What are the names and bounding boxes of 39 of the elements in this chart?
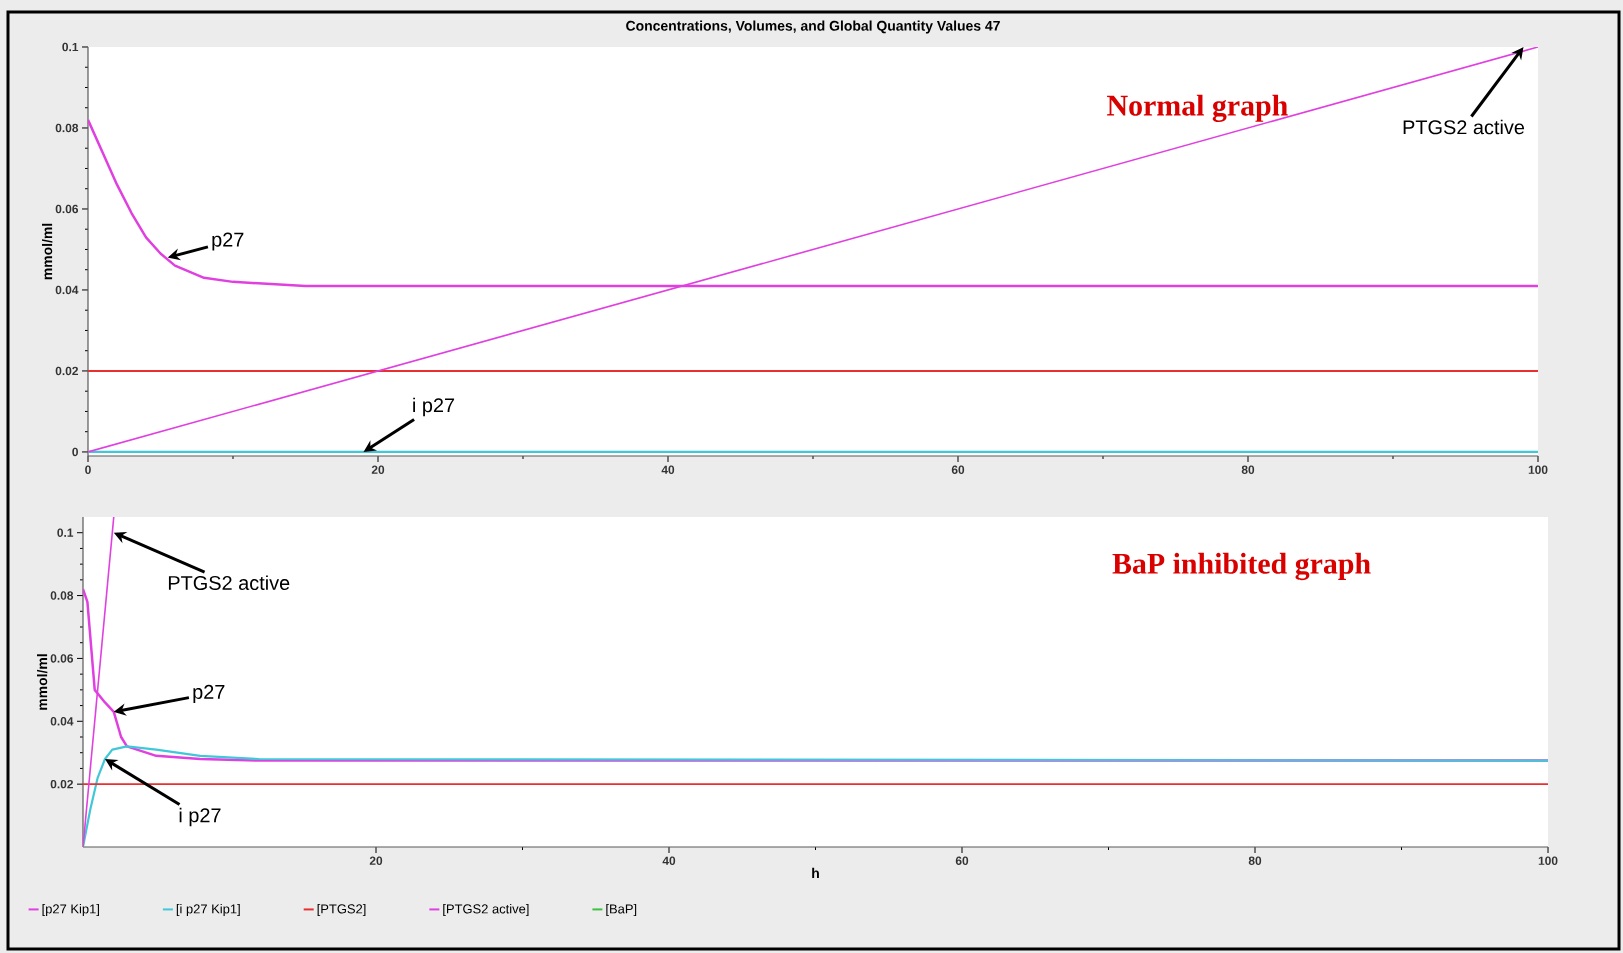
x-tick-label: 60 — [951, 465, 965, 474]
y-tick-label: 0.1 — [62, 42, 79, 52]
chart-title: Concentrations, Volumes, and Global Quantity Values 47 — [626, 20, 1000, 34]
x-tick-label: 60 — [955, 856, 969, 865]
legend-label: [BaP] — [606, 903, 637, 917]
x-axis-title: h — [812, 867, 819, 878]
y-tick-label: 0.02 — [55, 366, 78, 376]
y-tick-label: 0.04 — [50, 717, 74, 726]
x-tick-label: 100 — [1538, 856, 1558, 865]
annotation: p27 — [193, 684, 225, 703]
x-tick-label: 20 — [369, 856, 383, 865]
annotation: i p27 — [179, 807, 221, 827]
x-tick-label: 40 — [661, 465, 675, 474]
x-tick-label: 80 — [1248, 856, 1262, 865]
legend-label: [PTGS2 active] — [443, 903, 529, 917]
x-tick-label: 40 — [662, 856, 676, 865]
y-tick-label: 0 — [72, 447, 78, 457]
legend-label: [PTGS2] — [317, 903, 366, 917]
y-tick-label: 0.08 — [55, 123, 79, 133]
x-tick-label: 20 — [371, 465, 385, 474]
annotation: BaP inhibited graph — [1112, 552, 1371, 581]
legend-label: [p27 Kip1] — [42, 903, 99, 917]
annotation: i p27 — [413, 397, 455, 417]
legend-label: [i p27 Kip1] — [176, 903, 240, 917]
y-axis-title: mmol/ml — [41, 223, 53, 280]
y-tick-label: 0.06 — [55, 204, 79, 214]
y-tick-label: 0.08 — [50, 591, 74, 600]
x-tick-label: 0 — [85, 465, 91, 474]
annotation: Normal graph — [1107, 94, 1288, 122]
y-tick-label: 0.1 — [57, 528, 74, 537]
annotation: p27 — [212, 232, 244, 251]
y-tick-label: 0.04 — [55, 285, 79, 295]
annotation: PTGS2 active — [1403, 119, 1525, 135]
y-tick-label: 0.06 — [50, 654, 74, 663]
x-tick-label: 80 — [1241, 465, 1255, 474]
y-tick-label: 0.02 — [50, 779, 73, 789]
y-axis-title: mmol/ml — [36, 654, 48, 710]
annotation: PTGS2 active — [168, 575, 290, 591]
x-tick-label: 100 — [1528, 465, 1548, 474]
